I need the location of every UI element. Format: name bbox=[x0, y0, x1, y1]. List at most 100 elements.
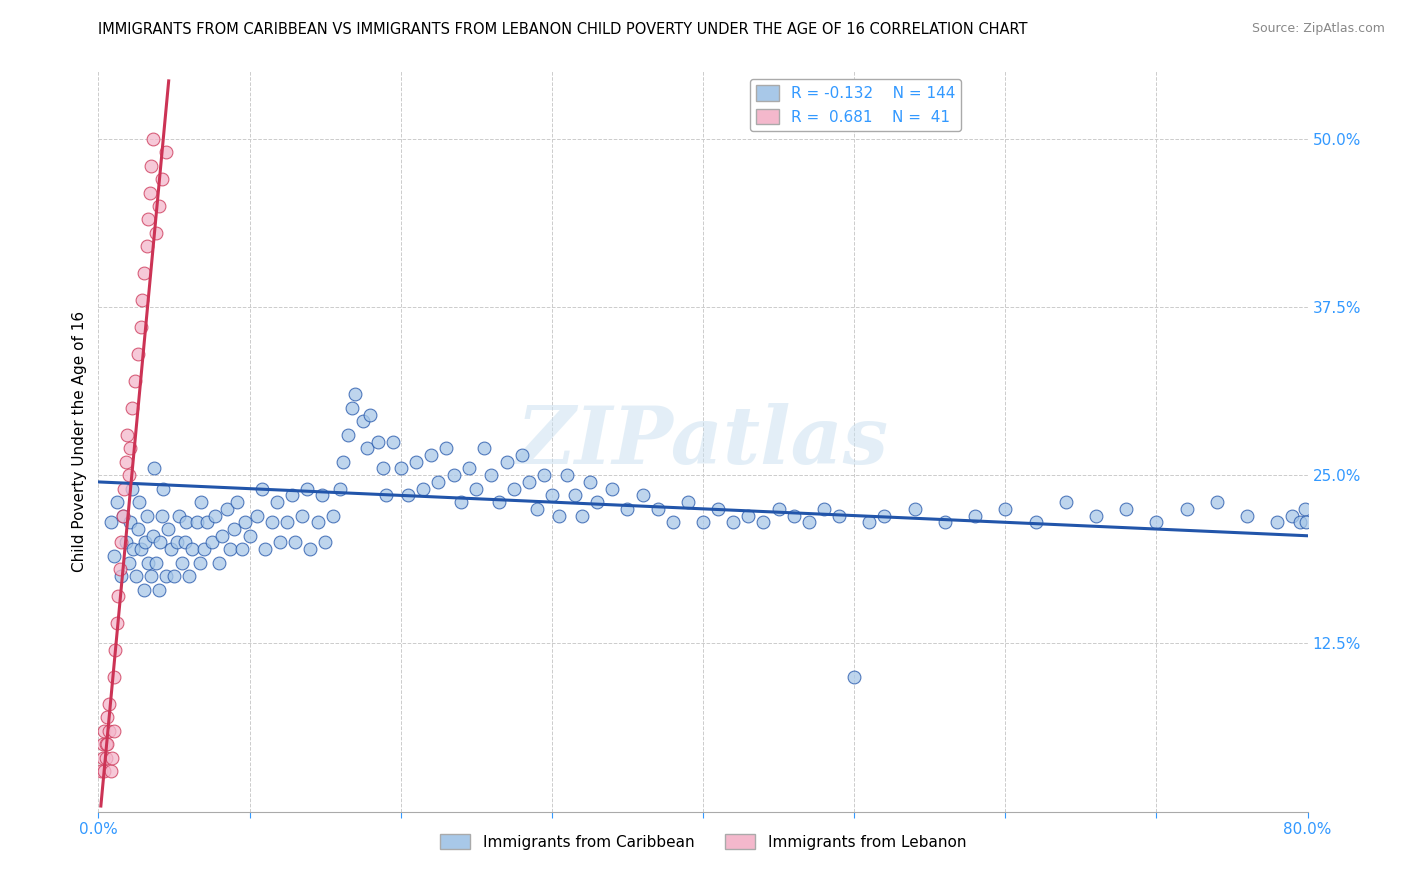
Point bbox=[707, 501, 730, 516]
Point bbox=[142, 529, 165, 543]
Point bbox=[156, 522, 179, 536]
Point bbox=[120, 442, 142, 456]
Point bbox=[631, 488, 654, 502]
Point bbox=[127, 522, 149, 536]
Point bbox=[1267, 516, 1289, 530]
Point bbox=[472, 442, 495, 456]
Point bbox=[179, 569, 201, 583]
Point bbox=[107, 590, 129, 604]
Point bbox=[295, 482, 318, 496]
Point bbox=[136, 556, 159, 570]
Point bbox=[555, 468, 578, 483]
Point bbox=[250, 482, 273, 496]
Point bbox=[548, 508, 571, 523]
Point bbox=[96, 710, 118, 724]
Point bbox=[371, 461, 394, 475]
Point bbox=[488, 495, 510, 509]
Point bbox=[307, 516, 329, 530]
Point bbox=[281, 488, 304, 502]
Point bbox=[661, 516, 683, 530]
Point bbox=[122, 542, 145, 557]
Point bbox=[904, 501, 927, 516]
Point bbox=[145, 556, 167, 570]
Point bbox=[108, 562, 131, 576]
Point bbox=[647, 501, 669, 516]
Point bbox=[110, 569, 132, 583]
Point bbox=[342, 401, 364, 415]
Point bbox=[253, 542, 276, 557]
Point bbox=[100, 764, 122, 779]
Point bbox=[783, 508, 806, 523]
Point bbox=[602, 482, 624, 496]
Point bbox=[167, 508, 190, 523]
Point bbox=[262, 516, 284, 530]
Point bbox=[540, 488, 562, 502]
Point bbox=[96, 738, 118, 752]
Point bbox=[443, 468, 465, 483]
Point bbox=[367, 434, 389, 449]
Point bbox=[465, 482, 488, 496]
Point bbox=[510, 448, 533, 462]
Point bbox=[586, 495, 609, 509]
Point bbox=[174, 516, 197, 530]
Point bbox=[195, 516, 218, 530]
Point bbox=[965, 508, 987, 523]
Point bbox=[676, 495, 699, 509]
Point bbox=[129, 542, 152, 557]
Point bbox=[186, 516, 208, 530]
Point bbox=[91, 738, 114, 752]
Point bbox=[526, 501, 548, 516]
Point bbox=[166, 535, 188, 549]
Text: IMMIGRANTS FROM CARIBBEAN VS IMMIGRANTS FROM LEBANON CHILD POVERTY UNDER THE AGE: IMMIGRANTS FROM CARIBBEAN VS IMMIGRANTS … bbox=[98, 22, 1028, 37]
Point bbox=[141, 569, 163, 583]
Point bbox=[517, 475, 540, 489]
Point bbox=[276, 516, 298, 530]
Point bbox=[564, 488, 586, 502]
Point bbox=[148, 582, 170, 597]
Point bbox=[155, 145, 177, 160]
Point bbox=[173, 535, 195, 549]
Point bbox=[396, 488, 419, 502]
Point bbox=[1144, 516, 1167, 530]
Point bbox=[828, 508, 851, 523]
Point bbox=[382, 434, 405, 449]
Point bbox=[149, 535, 172, 549]
Point bbox=[427, 475, 450, 489]
Point bbox=[118, 556, 141, 570]
Point bbox=[131, 293, 153, 308]
Point bbox=[1295, 516, 1317, 530]
Point bbox=[1024, 516, 1046, 530]
Point bbox=[1085, 508, 1108, 523]
Point bbox=[134, 535, 156, 549]
Point bbox=[311, 488, 333, 502]
Point bbox=[129, 320, 152, 334]
Point bbox=[299, 542, 322, 557]
Point bbox=[374, 488, 396, 502]
Point bbox=[692, 516, 714, 530]
Point bbox=[1289, 516, 1312, 530]
Point bbox=[405, 455, 427, 469]
Point bbox=[91, 751, 114, 765]
Point bbox=[163, 569, 186, 583]
Point bbox=[204, 508, 226, 523]
Point bbox=[160, 542, 183, 557]
Point bbox=[181, 542, 204, 557]
Point bbox=[1294, 501, 1316, 516]
Point bbox=[434, 442, 457, 456]
Point bbox=[329, 482, 352, 496]
Point bbox=[170, 556, 193, 570]
Point bbox=[128, 495, 150, 509]
Point bbox=[152, 482, 174, 496]
Point bbox=[1054, 495, 1077, 509]
Point bbox=[723, 516, 745, 530]
Point bbox=[124, 374, 146, 388]
Point bbox=[135, 239, 157, 253]
Point bbox=[352, 414, 374, 428]
Point bbox=[332, 455, 354, 469]
Point bbox=[291, 508, 314, 523]
Point bbox=[190, 495, 212, 509]
Point bbox=[125, 569, 148, 583]
Point bbox=[1206, 495, 1229, 509]
Point bbox=[94, 738, 117, 752]
Point bbox=[155, 569, 177, 583]
